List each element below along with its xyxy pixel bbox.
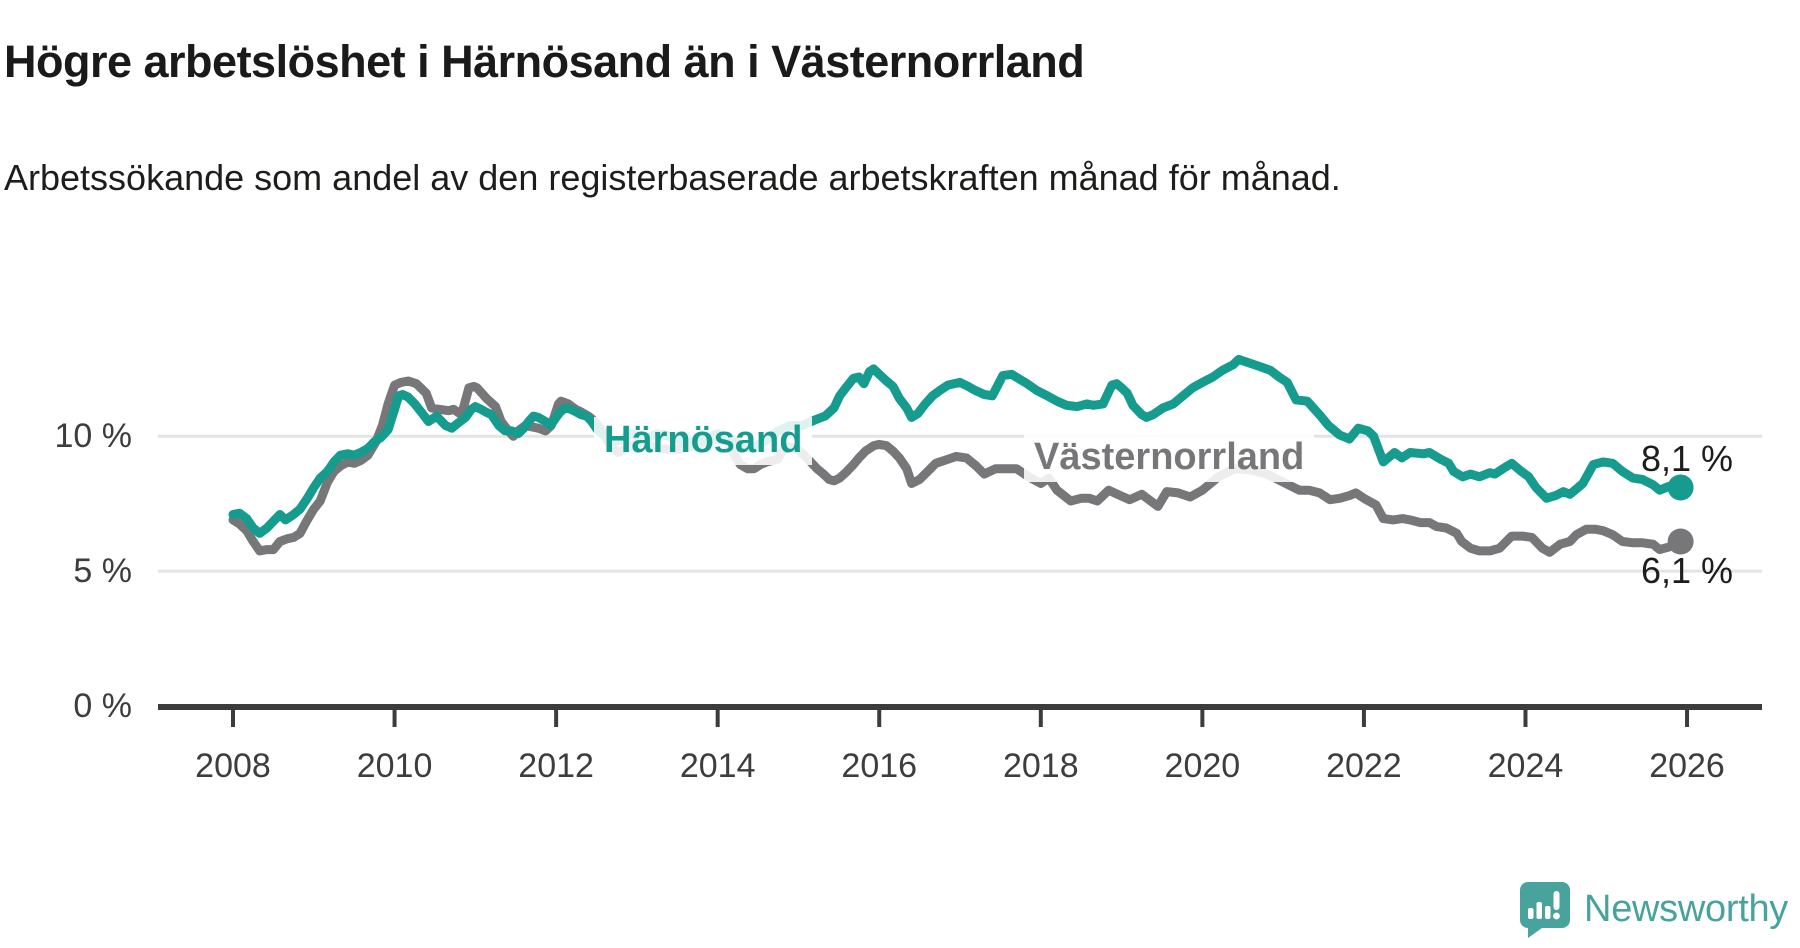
x-tick-label: 2010 <box>356 747 433 785</box>
line-hrnsand <box>228 354 1686 538</box>
x-tick-label: 2020 <box>1164 747 1241 785</box>
series-label-harnosand: Härnösand <box>594 417 813 465</box>
x-tick-label: 2018 <box>1002 747 1079 785</box>
x-tick-label: 2024 <box>1487 747 1564 785</box>
page-title: Högre arbetslöshet i Härnösand än i Väst… <box>4 36 1085 88</box>
y-tick-label: 0 % <box>73 687 132 725</box>
x-tick-label: 2016 <box>841 747 918 785</box>
chart-subtitle: Arbetssökande som andel av den registerb… <box>4 157 1341 198</box>
y-tick-label: 5 % <box>73 552 132 591</box>
x-tick-label: 2022 <box>1326 747 1402 785</box>
y-tick-label: 10 % <box>54 417 133 456</box>
end-dot-vsternorrland <box>1667 528 1694 555</box>
newsworthy-logo-icon <box>1520 882 1571 938</box>
series-label-vasternorrland: Västernorrland <box>1024 434 1315 482</box>
end-dot-hrnsand <box>1667 474 1694 501</box>
x-tick-label: 2014 <box>679 747 756 785</box>
end-value-label-vasternorrland: 6,1 % <box>1641 550 1734 591</box>
x-tick-label: 2008 <box>195 747 271 785</box>
x-tick-label: 2026 <box>1649 747 1725 785</box>
newsworthy-logo-text: Newsworthy <box>1584 887 1788 930</box>
line-vsternorrland <box>228 376 1686 557</box>
newsworthy-branding: Newsworthy <box>1516 880 1788 938</box>
end-value-label-harnosand: 8,1 % <box>1641 438 1734 479</box>
x-tick-label: 2012 <box>518 747 594 785</box>
